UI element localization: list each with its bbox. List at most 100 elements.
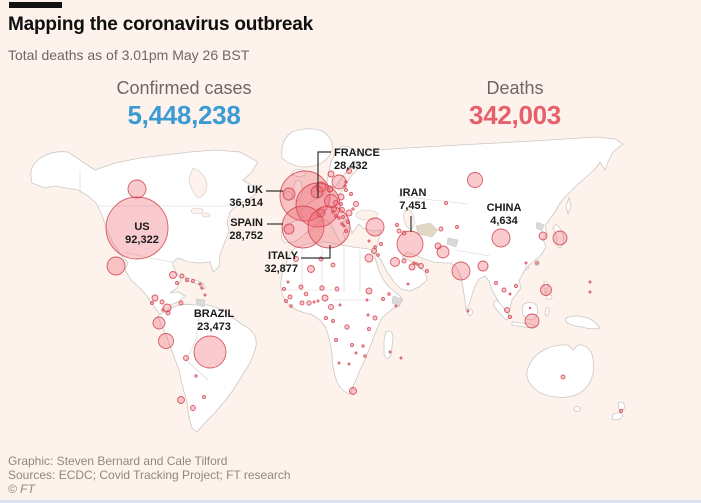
bubble-finland	[346, 168, 352, 174]
confirmed-cases-label: Confirmed cases	[116, 78, 252, 98]
copyright-line: © FT	[8, 482, 35, 496]
bubble-indonesia	[524, 313, 540, 329]
label-spain: SPAIN 28,752	[229, 217, 263, 243]
bubble-kazakhstan	[444, 201, 448, 205]
bubble-egypt	[364, 253, 374, 263]
country-deaths: 28,432	[334, 160, 368, 172]
interior-borders	[79, 170, 491, 381]
country-deaths: 23,473	[197, 321, 231, 333]
bubble-el-salvador	[150, 301, 154, 305]
bubble-colombia	[162, 303, 172, 313]
bubble-north-macedonia	[342, 224, 346, 228]
bubble-kenya	[372, 315, 378, 321]
bubble-us	[105, 196, 169, 260]
bubble-uganda	[366, 313, 370, 317]
credit-line: Graphic: Steven Bernard and Cale Tilford	[8, 454, 228, 468]
bubble-sri-lanka	[466, 309, 470, 313]
bubble-uruguay	[202, 395, 206, 399]
bubble-spain	[281, 205, 325, 249]
bubble-singapore	[508, 315, 512, 319]
bubble-libya	[330, 262, 336, 268]
no-data-countries	[195, 221, 545, 308]
country-name: IRAN	[399, 187, 427, 199]
bubble-israel	[371, 248, 377, 254]
bubble-taiwan	[535, 261, 539, 265]
bubble-liberia	[289, 304, 293, 308]
bubble-mali	[298, 284, 304, 290]
bubble-bangladesh	[477, 260, 489, 272]
bubble-niger	[319, 285, 325, 291]
bubble-somalia	[394, 304, 398, 308]
country-deaths: 7,451	[399, 200, 427, 212]
bubble-iran	[396, 230, 424, 258]
bubble-syria	[379, 242, 383, 246]
bubble-uae	[418, 263, 424, 269]
bubble-hungary	[339, 207, 345, 213]
label-brazil: BRAZIL 23,473	[194, 308, 234, 334]
bubble-zimbabwe	[354, 351, 358, 355]
bubble-malaysia	[504, 307, 510, 313]
france-leader-line	[317, 151, 331, 198]
bubble-ireland	[282, 187, 296, 201]
bubble-brunei	[528, 306, 532, 310]
country-name: SPAIN	[230, 217, 263, 229]
bubble-ghana	[306, 300, 312, 306]
confirmed-cases-value: 5,448,238	[127, 100, 241, 130]
bubble-sweden	[331, 174, 347, 190]
bubble-afghanistan	[434, 242, 442, 250]
sources-line: Sources: ECDC; Covid Tracking Project; F…	[8, 468, 291, 482]
bubble-layer	[105, 168, 623, 413]
bubble-ivory-coast	[299, 300, 305, 306]
bubble-puerto-rico	[191, 279, 195, 283]
bubble-sierra-leone	[284, 299, 288, 303]
country-deaths: 32,877	[264, 263, 298, 275]
bubble-venezuela	[178, 300, 184, 306]
bubble-south-korea	[538, 231, 548, 241]
country-name: ITALY	[268, 250, 298, 262]
bubble-paraguay	[194, 374, 198, 378]
label-iran: IRAN 7,451	[399, 187, 427, 213]
bubble-south-sudan	[365, 298, 369, 302]
bubble-slovenia	[331, 210, 335, 214]
bubble-albania	[340, 222, 344, 226]
bubble-congo	[331, 319, 335, 323]
bubble-central-african-republic	[338, 303, 342, 307]
bubble-philippines	[540, 284, 552, 296]
bubble-cyprus	[367, 239, 371, 243]
bubble-namibia	[337, 361, 341, 365]
bubble-yemen	[406, 282, 410, 286]
bubble-ethiopia	[381, 297, 385, 301]
bubble-south-africa	[349, 387, 357, 395]
bubble-nigeria	[321, 294, 329, 302]
deaths-stat: Deaths 342,003	[415, 78, 615, 131]
country-name: CHINA	[486, 202, 522, 214]
confirmed-cases-stat: Confirmed cases 5,448,238	[84, 78, 284, 131]
bubble-new-zealand	[619, 409, 623, 413]
country-name: US	[134, 221, 150, 233]
country-name: FRANCE	[334, 147, 380, 159]
bubble-switzerland	[316, 208, 326, 218]
bubble-russia	[467, 172, 483, 188]
bubble-turkey	[365, 217, 385, 237]
country-deaths: 28,752	[229, 230, 263, 242]
country-name: UK	[247, 184, 263, 196]
bubble-armenia	[396, 228, 402, 234]
bubble-guam	[588, 280, 592, 284]
bubble-pakistan	[436, 245, 450, 259]
bubble-togo	[312, 300, 316, 304]
bubble-china	[491, 228, 511, 248]
label-uk: UK 36,914	[229, 184, 263, 210]
bubble-saudi-arabia	[408, 263, 416, 271]
bubble-haiti	[185, 278, 189, 282]
deaths-label: Deaths	[486, 78, 544, 98]
bubble-norway	[327, 170, 335, 178]
country-deaths: 4,634	[490, 215, 518, 227]
bubble-estonia	[344, 180, 348, 184]
bubble-qatar	[415, 262, 419, 266]
bubble-guinea	[287, 294, 293, 300]
bubble-canada	[127, 179, 147, 199]
country-deaths: 92,322	[125, 234, 159, 246]
bubble-ukraine	[353, 201, 359, 207]
